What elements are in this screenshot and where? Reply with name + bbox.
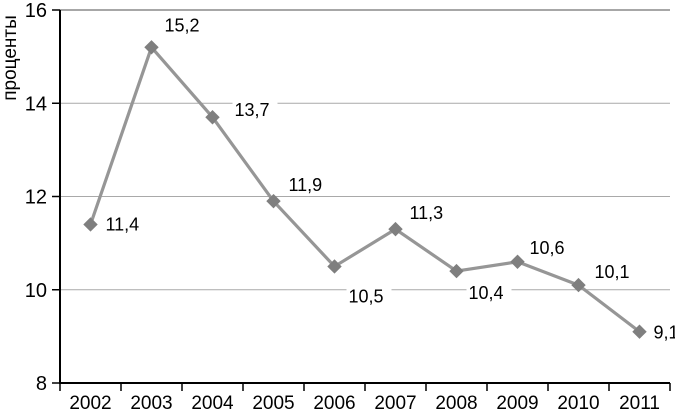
x-tick-label-2003: 2003 [130,393,172,414]
x-tick-label-2004: 2004 [191,393,234,414]
x-tick-label-2007: 2007 [374,393,416,414]
data-label-2005: 11,9 [289,175,323,195]
x-tick-label-2005: 2005 [252,393,294,414]
data-label-2011: 9,1 [654,323,675,343]
y-tick-label-12: 12 [25,187,47,209]
data-point-2006 [327,259,342,274]
data-label-bg-2006 [346,287,392,307]
data-label-2010: 10,1 [595,262,630,282]
x-tick-label-2008: 2008 [435,393,477,414]
data-label-2003: 15,2 [165,15,200,35]
y-tick-label-8: 8 [36,373,47,395]
data-point-2003 [144,40,159,55]
data-label-bg-2002 [103,215,149,235]
data-point-2010 [571,277,586,293]
data-label-bg-2010 [592,263,638,283]
data-point-2008 [449,263,464,279]
data-label-bg-2003 [162,16,208,36]
data-point-2002 [83,217,98,232]
data-point-2011 [632,324,647,339]
x-tick-label-2011: 2011 [619,393,660,414]
data-point-2004 [205,110,220,125]
y-tick-label-14: 14 [25,93,47,115]
data-label-2008: 10,4 [469,283,504,303]
data-point-2007 [388,221,403,237]
data-label-bg-2005 [286,176,332,196]
data-label-bg-2011 [651,323,675,343]
data-label-2007: 11,3 [410,203,444,223]
data-label-2004: 13,7 [235,100,270,120]
data-point-2005 [266,193,281,209]
data-label-2006: 10,5 [349,286,384,306]
data-point-2009 [510,254,525,269]
y-tick-label-10: 10 [25,280,47,302]
data-label-bg-2008 [466,284,512,304]
data-label-bg-2004 [232,101,278,121]
x-tick-label-2002: 2002 [69,393,111,414]
y-tick-label-16: 16 [25,0,47,22]
x-tick-label-2006: 2006 [313,393,355,414]
data-line [88,45,642,334]
y-axis-title: проценты [0,15,21,101]
data-label-2009: 10,6 [530,238,565,258]
x-tick-label-2010: 2010 [557,393,599,414]
data-label-bg-2007 [407,204,453,224]
data-label-bg-2009 [527,238,573,258]
data-label-2002: 11,4 [106,214,140,234]
x-tick-label-2009: 2009 [496,393,538,414]
